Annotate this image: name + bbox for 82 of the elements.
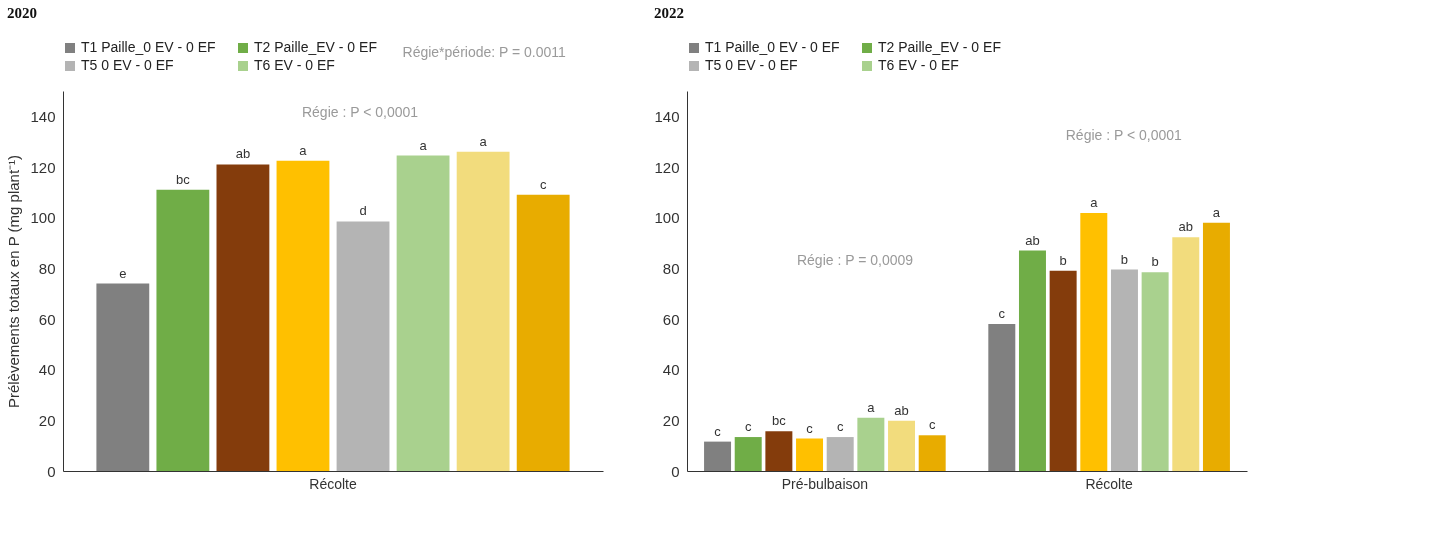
legend-label: T5 0 EV - 0 EF xyxy=(705,57,798,73)
data-label: a xyxy=(419,137,428,153)
bar xyxy=(216,164,270,471)
y-tick-label: 100 xyxy=(654,209,680,227)
y-tick-label: 140 xyxy=(654,107,680,125)
bar xyxy=(765,431,793,471)
annotation: Régie : P < 0,0001 xyxy=(1065,127,1183,143)
data-label: c xyxy=(998,306,1006,322)
data-label: a xyxy=(867,399,876,415)
data-label: a xyxy=(299,142,308,158)
data-label: c xyxy=(928,417,936,433)
bar xyxy=(1049,270,1077,471)
bar xyxy=(796,438,824,471)
legend-label: T6 EV - 0 EF xyxy=(878,57,959,73)
data-label: ab xyxy=(1025,232,1040,248)
bar xyxy=(888,420,916,471)
data-label: c xyxy=(539,176,547,192)
data-label: ab xyxy=(1178,219,1194,235)
legend-label: T2 Paille_EV - 0 EF xyxy=(254,39,377,55)
y-tick-label: 80 xyxy=(662,259,680,277)
y-tick-label: 80 xyxy=(38,259,56,277)
bar xyxy=(1172,237,1200,471)
data-label: c xyxy=(836,419,844,435)
y-tick-label: 140 xyxy=(30,107,56,125)
bar xyxy=(1202,222,1230,471)
bar xyxy=(276,160,330,471)
y-tick-label: 40 xyxy=(38,361,56,379)
bar xyxy=(1080,213,1108,471)
bar xyxy=(988,324,1016,471)
y-tick-label: 60 xyxy=(38,310,56,328)
data-label: d xyxy=(359,203,367,219)
y-tick-label: 0 xyxy=(47,462,56,480)
legend-label: T1 Paille_0 EV - 0 EF xyxy=(81,39,216,55)
legend-label: T5 0 EV - 0 EF xyxy=(81,57,174,73)
bar xyxy=(734,437,762,471)
y-tick-label: 120 xyxy=(30,158,56,176)
bar xyxy=(156,189,210,471)
chart-title: 2022 xyxy=(653,5,684,21)
data-label: ab xyxy=(894,402,909,418)
data-label: bc xyxy=(772,413,787,429)
data-label: a xyxy=(1090,195,1099,211)
data-label: a xyxy=(479,133,488,149)
data-label: c xyxy=(806,420,814,436)
data-label: e xyxy=(119,265,127,281)
legend-label: T6 EV - 0 EF xyxy=(254,57,335,73)
x-tick-label: Pré-bulbaison xyxy=(781,475,869,492)
y-axis-title: Prélèvements totaux en P (mg plant⁻¹) xyxy=(5,154,23,409)
bar xyxy=(1018,250,1046,471)
bar xyxy=(336,221,390,471)
bar xyxy=(704,441,732,471)
data-label: ab xyxy=(235,146,251,162)
y-tick-label: 0 xyxy=(671,462,680,480)
x-tick-label: Récolte xyxy=(309,475,357,492)
data-label: b xyxy=(1151,254,1159,270)
y-tick-label: 120 xyxy=(654,158,680,176)
text: Régie*période: P = 0.0011 xyxy=(402,44,567,60)
data-label: b xyxy=(1120,251,1129,267)
data-label: a xyxy=(1212,204,1221,220)
data-label: bc xyxy=(176,171,191,187)
bar xyxy=(1141,272,1169,471)
bar xyxy=(1110,269,1138,471)
y-tick-label: 60 xyxy=(662,310,680,328)
bar xyxy=(918,435,946,471)
annotation: Régie : P = 0,0009 xyxy=(796,252,914,268)
data-label: b xyxy=(1059,252,1067,268)
chart-title: 2020 xyxy=(6,5,37,21)
legend-label: T2 Paille_EV - 0 EF xyxy=(878,39,1001,55)
data-label: c xyxy=(714,423,722,439)
y-tick-label: 20 xyxy=(38,411,56,429)
bar xyxy=(857,417,885,471)
annotation: Régie : P < 0,0001 xyxy=(301,104,419,120)
bar xyxy=(516,194,570,471)
y-tick-label: 40 xyxy=(662,361,680,379)
bar xyxy=(456,151,510,471)
bar xyxy=(396,155,450,471)
x-tick-label: Récolte xyxy=(1085,475,1134,492)
data-label: c xyxy=(744,419,752,435)
bar xyxy=(826,437,854,471)
bar xyxy=(96,283,150,471)
y-tick-label: 100 xyxy=(30,209,56,227)
legend-label: T1 Paille_0 EV - 0 EF xyxy=(705,39,840,55)
y-tick-label: 20 xyxy=(662,411,680,429)
